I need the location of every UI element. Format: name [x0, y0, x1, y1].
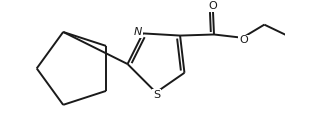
Text: O: O	[208, 2, 217, 11]
Text: S: S	[153, 90, 160, 100]
Text: N: N	[134, 27, 142, 37]
Text: O: O	[239, 35, 248, 45]
